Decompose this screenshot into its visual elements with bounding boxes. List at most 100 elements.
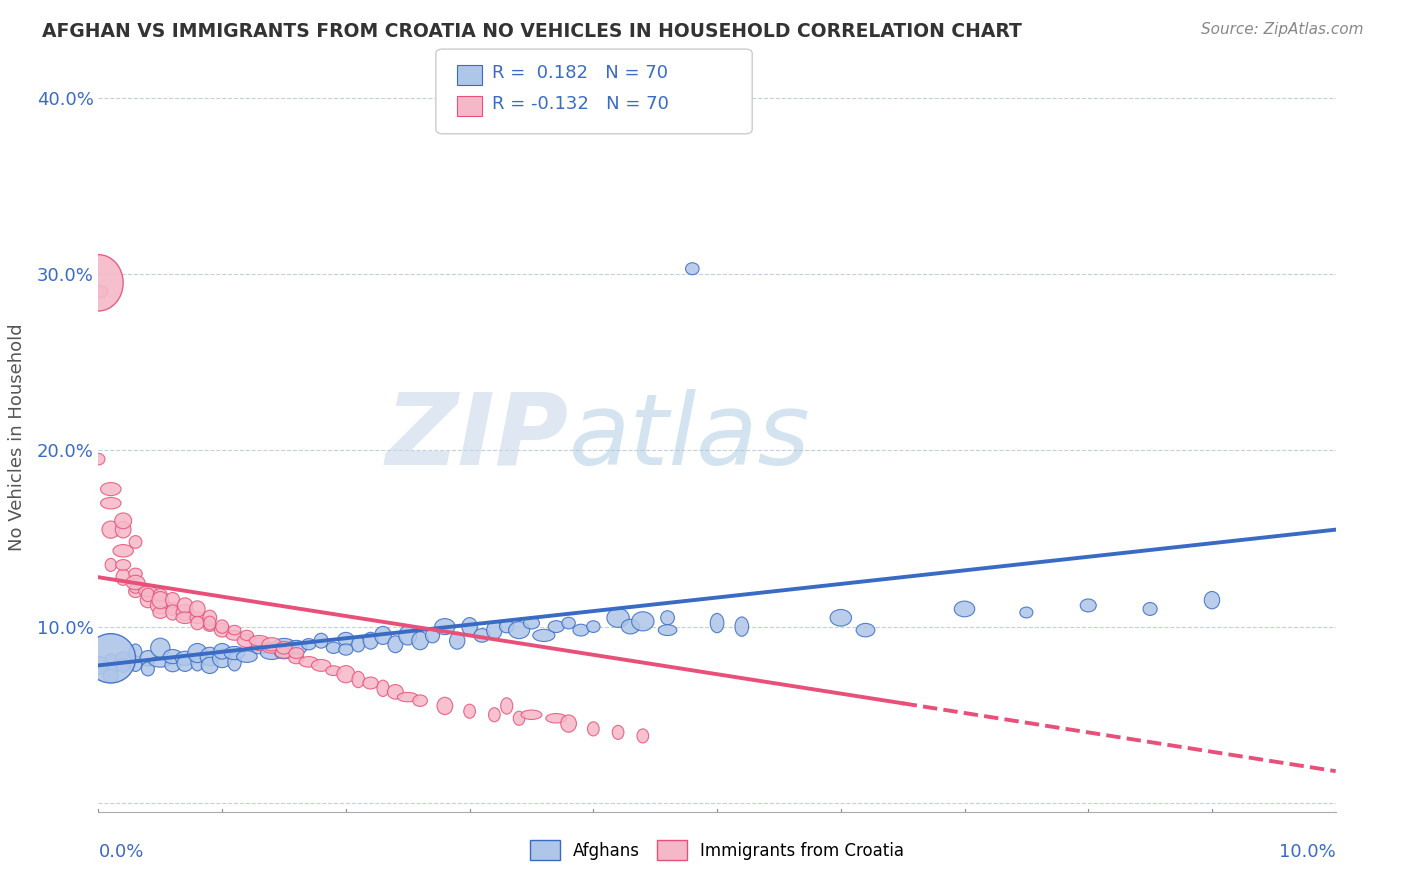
Ellipse shape (228, 625, 240, 635)
Ellipse shape (115, 559, 131, 570)
Ellipse shape (586, 621, 600, 632)
Text: ZIP: ZIP (385, 389, 568, 485)
Ellipse shape (177, 656, 193, 672)
Ellipse shape (352, 672, 364, 688)
Ellipse shape (129, 568, 142, 579)
Ellipse shape (263, 642, 281, 653)
Ellipse shape (735, 617, 748, 636)
Ellipse shape (522, 710, 541, 720)
Text: 10.0%: 10.0% (1279, 844, 1336, 862)
Ellipse shape (299, 657, 318, 667)
Ellipse shape (153, 589, 167, 601)
Ellipse shape (561, 714, 576, 732)
Ellipse shape (399, 626, 416, 645)
Ellipse shape (129, 656, 142, 672)
Ellipse shape (588, 722, 599, 736)
Ellipse shape (710, 614, 724, 632)
Ellipse shape (163, 649, 183, 664)
Ellipse shape (273, 639, 295, 650)
Text: atlas: atlas (568, 389, 810, 485)
Ellipse shape (377, 680, 389, 697)
Ellipse shape (214, 624, 231, 637)
Ellipse shape (363, 677, 378, 689)
Ellipse shape (339, 644, 353, 656)
Ellipse shape (215, 620, 229, 633)
Ellipse shape (115, 652, 131, 665)
Ellipse shape (326, 642, 340, 654)
Ellipse shape (204, 622, 217, 632)
Ellipse shape (274, 648, 294, 659)
Ellipse shape (337, 665, 354, 682)
Text: Source: ZipAtlas.com: Source: ZipAtlas.com (1201, 22, 1364, 37)
Ellipse shape (153, 607, 167, 618)
Ellipse shape (474, 629, 491, 642)
Ellipse shape (285, 640, 307, 655)
Ellipse shape (129, 644, 142, 662)
Ellipse shape (312, 659, 330, 672)
Ellipse shape (398, 692, 418, 702)
Ellipse shape (139, 586, 157, 597)
Ellipse shape (621, 619, 640, 634)
Ellipse shape (374, 626, 391, 644)
Ellipse shape (302, 639, 316, 650)
Ellipse shape (388, 636, 402, 653)
Ellipse shape (176, 651, 194, 665)
Ellipse shape (631, 612, 654, 631)
Ellipse shape (1019, 607, 1033, 618)
Ellipse shape (276, 648, 292, 658)
Ellipse shape (533, 630, 555, 641)
Text: AFGHAN VS IMMIGRANTS FROM CROATIA NO VEHICLES IN HOUSEHOLD CORRELATION CHART: AFGHAN VS IMMIGRANTS FROM CROATIA NO VEH… (42, 22, 1022, 41)
Ellipse shape (352, 637, 364, 652)
Ellipse shape (141, 592, 156, 607)
Ellipse shape (249, 635, 270, 646)
Ellipse shape (212, 649, 232, 668)
Ellipse shape (658, 624, 676, 635)
Ellipse shape (101, 498, 121, 509)
Legend: Afghans, Immigrants from Croatia: Afghans, Immigrants from Croatia (523, 833, 911, 867)
Ellipse shape (129, 535, 142, 549)
Ellipse shape (201, 657, 218, 673)
Ellipse shape (426, 628, 440, 643)
Ellipse shape (104, 654, 117, 670)
Ellipse shape (252, 638, 267, 650)
Ellipse shape (214, 643, 231, 659)
Ellipse shape (548, 621, 564, 632)
Ellipse shape (326, 665, 342, 675)
Ellipse shape (115, 569, 131, 585)
Ellipse shape (509, 622, 530, 639)
Ellipse shape (226, 631, 243, 640)
Ellipse shape (228, 653, 242, 671)
Ellipse shape (167, 602, 179, 615)
Ellipse shape (204, 616, 217, 630)
Ellipse shape (686, 263, 699, 275)
Ellipse shape (262, 638, 281, 651)
Ellipse shape (191, 653, 204, 671)
Ellipse shape (830, 609, 852, 626)
Ellipse shape (413, 695, 427, 706)
Ellipse shape (288, 653, 304, 664)
Ellipse shape (152, 591, 169, 608)
Ellipse shape (546, 714, 567, 723)
Ellipse shape (562, 617, 575, 629)
Ellipse shape (103, 521, 120, 538)
Ellipse shape (337, 632, 354, 646)
Ellipse shape (73, 254, 124, 311)
Ellipse shape (314, 633, 328, 648)
Ellipse shape (412, 632, 429, 649)
Ellipse shape (955, 601, 974, 617)
Ellipse shape (1143, 602, 1157, 615)
Ellipse shape (252, 641, 267, 654)
Ellipse shape (166, 605, 180, 620)
Ellipse shape (127, 575, 145, 590)
Ellipse shape (637, 729, 648, 743)
Ellipse shape (176, 612, 194, 624)
Ellipse shape (224, 647, 245, 660)
Ellipse shape (238, 634, 256, 648)
Ellipse shape (115, 521, 131, 538)
Ellipse shape (190, 612, 205, 624)
Ellipse shape (501, 698, 513, 714)
Y-axis label: No Vehicles in Household: No Vehicles in Household (7, 323, 25, 551)
Ellipse shape (513, 711, 524, 725)
Ellipse shape (200, 648, 219, 666)
Ellipse shape (117, 658, 129, 673)
